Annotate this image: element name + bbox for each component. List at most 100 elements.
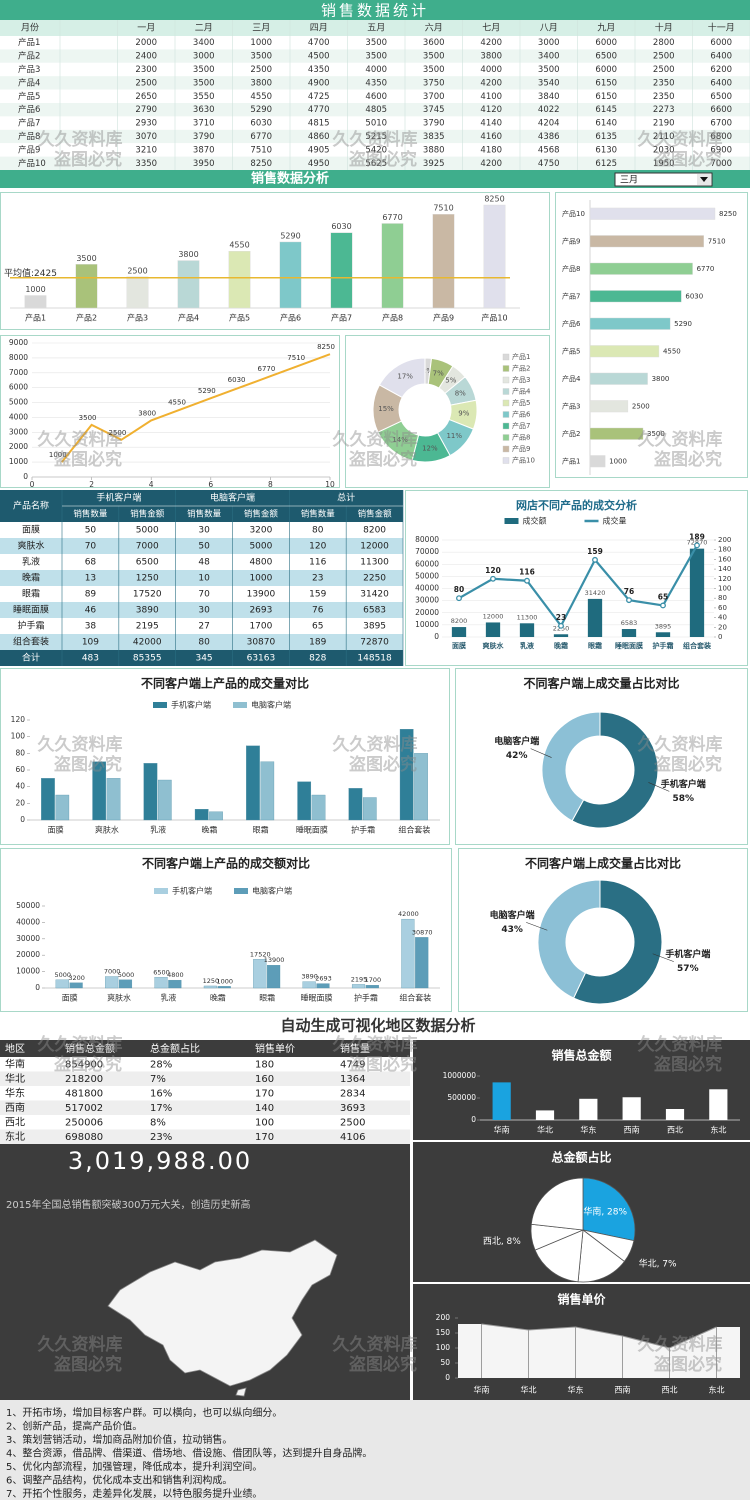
table-cell: 3925 (423, 159, 445, 169)
table-cell: 180 (255, 1060, 274, 1071)
x-tick-label: 华东 (568, 1385, 584, 1395)
data-label: 8250 (719, 210, 737, 218)
bar (55, 979, 69, 989)
leader-line (530, 748, 552, 758)
legend-swatch (502, 457, 510, 464)
data-label: 3890 (301, 973, 318, 981)
bar (589, 235, 704, 248)
legend-swatch (502, 365, 510, 372)
x-tick-label: 产品6 (280, 313, 301, 323)
table-cell: 3790 (423, 119, 445, 129)
table-cell: 2350 (653, 78, 675, 88)
dropdown-arrow[interactable] (700, 177, 708, 182)
bar (157, 779, 172, 821)
bar (655, 632, 671, 637)
table-cell: 3500 (365, 52, 387, 62)
bar (579, 1098, 598, 1120)
table-cell: 120 (309, 542, 326, 552)
table-cell: 3600 (423, 38, 445, 48)
x-tick-label: 面膜 (452, 641, 466, 650)
table-cell: 85355 (133, 654, 162, 664)
bar (399, 729, 414, 821)
x-tick-label: 面膜 (62, 993, 78, 1003)
table-cell: 170 (255, 1132, 274, 1143)
y-tick-label: 150 (436, 1328, 451, 1337)
table-cell: 2800 (653, 38, 675, 48)
data-label: 12% (422, 445, 438, 453)
x-tick-label: 护手霜 (354, 993, 378, 1003)
data-label: 6770 (382, 213, 402, 222)
sub-header: 销售数量 (73, 509, 108, 520)
suggestion: 4、整合资源，借品牌、借渠道、借场地、借设施、借团队等，达到提升自身品牌。 (6, 1447, 372, 1460)
data-label: 65 (658, 592, 668, 601)
section2-title: 自动生成可视化地区数据分析 (280, 1017, 475, 1035)
table-cell: 华北 (5, 1072, 25, 1085)
dropdown-value[interactable]: 三月 (620, 175, 638, 186)
watermark: 盗图必究 (654, 1054, 722, 1075)
x-tick-label: 华东 (580, 1125, 596, 1135)
table-cell: 3210 (135, 145, 157, 155)
bar (709, 1089, 728, 1120)
y2-tick-label: 40 (718, 614, 727, 622)
bar (589, 207, 716, 220)
data-label: 1000 (216, 977, 233, 985)
data-label: 2500 (632, 402, 650, 410)
y-tick-label: 产品10 (562, 209, 585, 218)
x-tick-label: 产品5 (229, 313, 250, 323)
bar (587, 598, 603, 637)
table-cell: 3500 (193, 65, 215, 75)
bar (589, 427, 644, 440)
sub-header: 销售金额 (130, 509, 165, 520)
table-cell: 4815 (308, 119, 330, 129)
bar (194, 809, 209, 821)
table-cell: 3500 (250, 52, 272, 62)
table-cell: 30 (198, 606, 210, 616)
table-cell: 4022 (538, 105, 560, 115)
column-header: 一月 (137, 23, 155, 34)
month-dropdown[interactable]: 三月 (614, 172, 713, 187)
data-label: 8% (455, 389, 466, 397)
table-cell: 2000 (135, 38, 157, 48)
y2-tick-label: 160 (718, 555, 731, 563)
y-tick-label: 200 (436, 1313, 451, 1322)
table-cell: 6900 (710, 145, 732, 155)
data-label: 116 (519, 568, 535, 577)
watermark: 久久资料库 (38, 129, 123, 150)
table-cell: 1364 (340, 1074, 365, 1085)
x-tick-label: 组合套装 (683, 641, 711, 650)
x-tick-label: 乳液 (150, 825, 166, 835)
y-tick-label: 3000 (9, 427, 28, 436)
table-cell: 5625 (365, 159, 387, 169)
table-cell: 6150 (595, 78, 617, 88)
table-cell: 组合套装 (13, 636, 49, 648)
data-label: 189 (689, 532, 705, 541)
table-cell: 48 (198, 558, 210, 568)
legend-swatch (502, 445, 510, 453)
x-tick-label: 爽肤水 (95, 825, 119, 835)
table-cell: 1700 (249, 622, 272, 632)
legend-label: 产品9 (512, 444, 530, 453)
table-cell: 5000 (249, 542, 272, 552)
column-header: 月份 (21, 22, 39, 34)
table-cell: 4750 (538, 159, 560, 169)
sub-header: 销售金额 (244, 509, 279, 520)
section-title: 销售数据分析 (251, 171, 329, 187)
table-row-bg (0, 156, 750, 170)
y-tick-label: 产品3 (562, 401, 580, 410)
dropdown-box[interactable] (614, 172, 713, 187)
table-row-bg (0, 62, 750, 77)
data-label: 6030 (685, 292, 703, 300)
group-header: 电脑客户端 (210, 492, 255, 504)
table-cell: 6000 (595, 65, 617, 75)
y-tick-label: 100 (436, 1343, 451, 1352)
table-cell: 50 (198, 542, 210, 552)
y-tick-label: 20000 (415, 608, 439, 617)
table-cell: 2190 (653, 119, 675, 129)
x-tick-label: 产品8 (382, 313, 403, 323)
column-header: 四月 (310, 23, 328, 34)
bar (553, 634, 569, 637)
y-tick-label: 0 (434, 632, 439, 641)
y-tick-label: 5000 (9, 398, 28, 407)
table-cell: 8250 (250, 159, 272, 169)
x-tick-label: 护手霜 (351, 825, 375, 835)
